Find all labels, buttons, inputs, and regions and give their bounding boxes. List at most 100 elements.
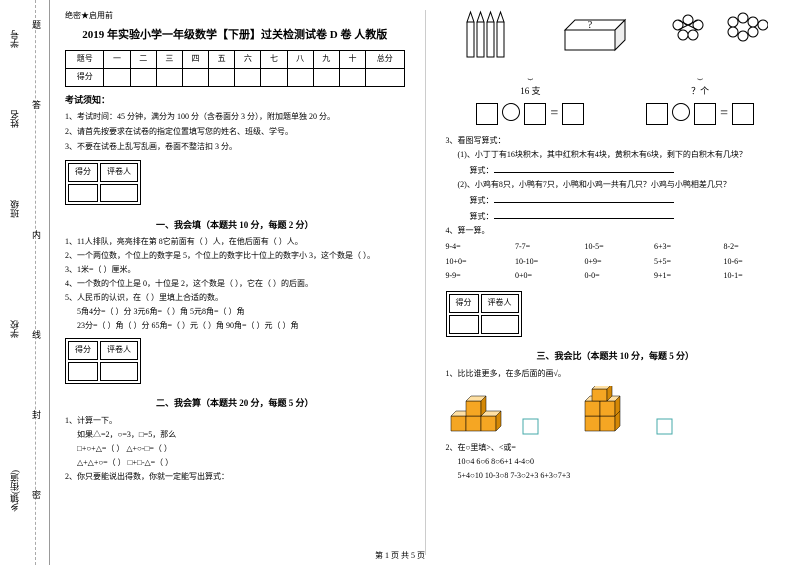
notice-item: 2、请首先按要求在试卷的指定位置填写您的姓名、班级、学号。 [65, 126, 405, 139]
notice-item: 1、考试时间：45 分钟，满分为 100 分（含卷面分 3 分），附加题单独 2… [65, 111, 405, 124]
notice-item: 3、不要在试卷上乱写乱画，卷面不整洁扣 3 分。 [65, 141, 405, 154]
blank-line [494, 163, 674, 173]
th: 二 [130, 51, 156, 69]
cube-group-2 [580, 386, 674, 436]
section-1-title: 一、我会填（本题共 10 分，每题 2 分） [65, 218, 405, 232]
q: 4、一个数的个位上是 0，十位是 2，这个数是（ ），它在（ ）的后面。 [65, 278, 405, 290]
q: 5+4○10 10-3○8 7-3○2+3 6+3○7+3 [446, 470, 786, 482]
checkbox-icon [656, 418, 674, 436]
bracket-label: ⏟ [446, 68, 616, 82]
q: □+○+△=（ ） △+○-□=（ ） [65, 443, 405, 455]
eq-box [646, 103, 668, 125]
section-2-title: 二、我会算（本题共 20 分，每题 5 分） [65, 396, 405, 410]
eq-circle [502, 103, 520, 121]
seal-label: 内 [30, 230, 43, 239]
pencils-icon [462, 10, 522, 60]
th: 七 [261, 51, 287, 69]
right-column: ? [446, 10, 786, 555]
th: 八 [287, 51, 313, 69]
q: 2、你只要能说出得数，你就一定能写出算式： [65, 471, 405, 483]
th: 六 [235, 51, 261, 69]
row-label: 得分 [66, 69, 104, 87]
calc-grid: 9-4=7-7=10-5=6+3=8-2= 10+0=10-10=0+9=5+5… [446, 241, 786, 283]
eq-box [694, 103, 716, 125]
bracket-label: ⏟ [615, 68, 785, 82]
q: 2、一个两位数，个位上的数字是 5，个位上的数字比十位上的数字小 3，这个数是（… [65, 250, 405, 262]
q: (2)、小鸡有8只，小鸭有7只，小鸭和小鸡一共有几只？小鸡与小鸭相差几只？ [446, 179, 786, 191]
column-divider [425, 10, 426, 555]
mini-score-box: 得分评卷人 [65, 338, 141, 384]
label-qge: ？个 [615, 84, 785, 98]
seal-label: 答 [30, 100, 43, 109]
pencils-group [462, 10, 522, 60]
content-area: 绝密★启用前 2019 年实验小学一年级数学【下册】过关检测试卷 D 卷 人教版… [50, 0, 800, 565]
cube-group-1 [446, 386, 540, 436]
q: 2、在○里填>、<或= [446, 442, 786, 454]
score-table: 题号 一 二 三 四 五 六 七 八 九 十 总分 得分 [65, 50, 405, 87]
equation-boxes: = [446, 103, 616, 125]
bracket-row: ⏟ 16 支 = ⏟ ？个 [446, 66, 786, 129]
blank-line [494, 209, 674, 219]
q: 3、1米=（ ）厘米。 [65, 264, 405, 276]
th: 三 [156, 51, 182, 69]
margin-label: 乡镇(街道) [8, 470, 21, 512]
blank-line [494, 193, 674, 203]
label-16: 16 支 [446, 84, 616, 98]
box-icon: ? [555, 10, 635, 60]
q: 1、比比谁更多，在多后面的画√。 [446, 368, 786, 380]
dotted-line [35, 0, 36, 565]
margin-label: 学号 [8, 30, 21, 48]
th: 十 [339, 51, 365, 69]
seal-label: 封 [30, 410, 43, 419]
circles-group [668, 10, 768, 60]
eq-circle [672, 103, 690, 121]
exam-page: 学号 姓名 班级 学校 乡镇(街道) 题 答 内 线 封 密 绝密★启用前 20… [0, 0, 800, 565]
exam-title: 2019 年实验小学一年级数学【下册】过关检测试卷 D 卷 人教版 [65, 27, 405, 45]
equals: = [720, 103, 728, 125]
equals: = [550, 103, 558, 125]
q: 23分=（ ）角（ ）分 65角=（ ）元（ ）角 90角=（ ）元（ ）角 [65, 320, 405, 332]
binding-margin: 学号 姓名 班级 学校 乡镇(街道) 题 答 内 线 封 密 [0, 0, 50, 565]
eq-box [562, 103, 584, 125]
box-group: ? [555, 10, 635, 60]
th: 九 [313, 51, 339, 69]
q: 如果△=2，○=3，□=5，那么 [65, 429, 405, 441]
cube-comparison [446, 386, 786, 436]
q: 算式： [446, 193, 786, 207]
illustration-row: ? [446, 10, 786, 60]
th: 总分 [366, 51, 404, 69]
mini-score-box: 得分评卷人 [65, 160, 141, 206]
margin-label: 班级 [8, 200, 21, 218]
q: △+△+○=（ ） □+□-△=（ ） [65, 457, 405, 469]
q: 4、算一算。 [446, 225, 786, 237]
q: 5、人民币的认识，在（ ）里填上合适的数。 [65, 292, 405, 304]
page-footer: 第 1 页 共 5 页 [0, 550, 800, 561]
qmark: ? [588, 20, 593, 31]
th: 一 [104, 51, 130, 69]
checkbox-icon [522, 418, 540, 436]
q: 1、11人排队，亮亮排在第 8它前面有（ ）人，在他后面有（ ）人。 [65, 236, 405, 248]
th: 五 [209, 51, 235, 69]
left-column: 绝密★启用前 2019 年实验小学一年级数学【下册】过关检测试卷 D 卷 人教版… [65, 10, 405, 555]
q: (1)、小丁丁有16块积木，其中红积木有4块，黄积木有6块，剩下的白积木有几块？ [446, 149, 786, 161]
mini-score-box: 得分评卷人 [446, 291, 522, 337]
notice-title: 考试须知： [65, 93, 405, 107]
seal-label: 线 [30, 330, 43, 339]
equation-boxes: = [615, 103, 785, 125]
q: 10○4 6○6 8○6+1 4-4○0 [446, 456, 786, 468]
cubes-icon [446, 386, 516, 436]
q: 3、看图写算式： [446, 135, 786, 147]
eq-box [732, 103, 754, 125]
secret-tag: 绝密★启用前 [65, 10, 405, 23]
q: 算式： [446, 163, 786, 177]
margin-label: 学校 [8, 320, 21, 338]
eq-box [524, 103, 546, 125]
section-3-title: 三、我会比（本题共 10 分，每题 5 分） [446, 349, 786, 363]
q: 1、计算一下。 [65, 415, 405, 427]
th: 题号 [66, 51, 104, 69]
seal-label: 题 [30, 20, 43, 29]
q: 算式： [446, 209, 786, 223]
cubes-icon [580, 386, 650, 436]
margin-label: 姓名 [8, 110, 21, 128]
seal-label: 密 [30, 490, 43, 499]
